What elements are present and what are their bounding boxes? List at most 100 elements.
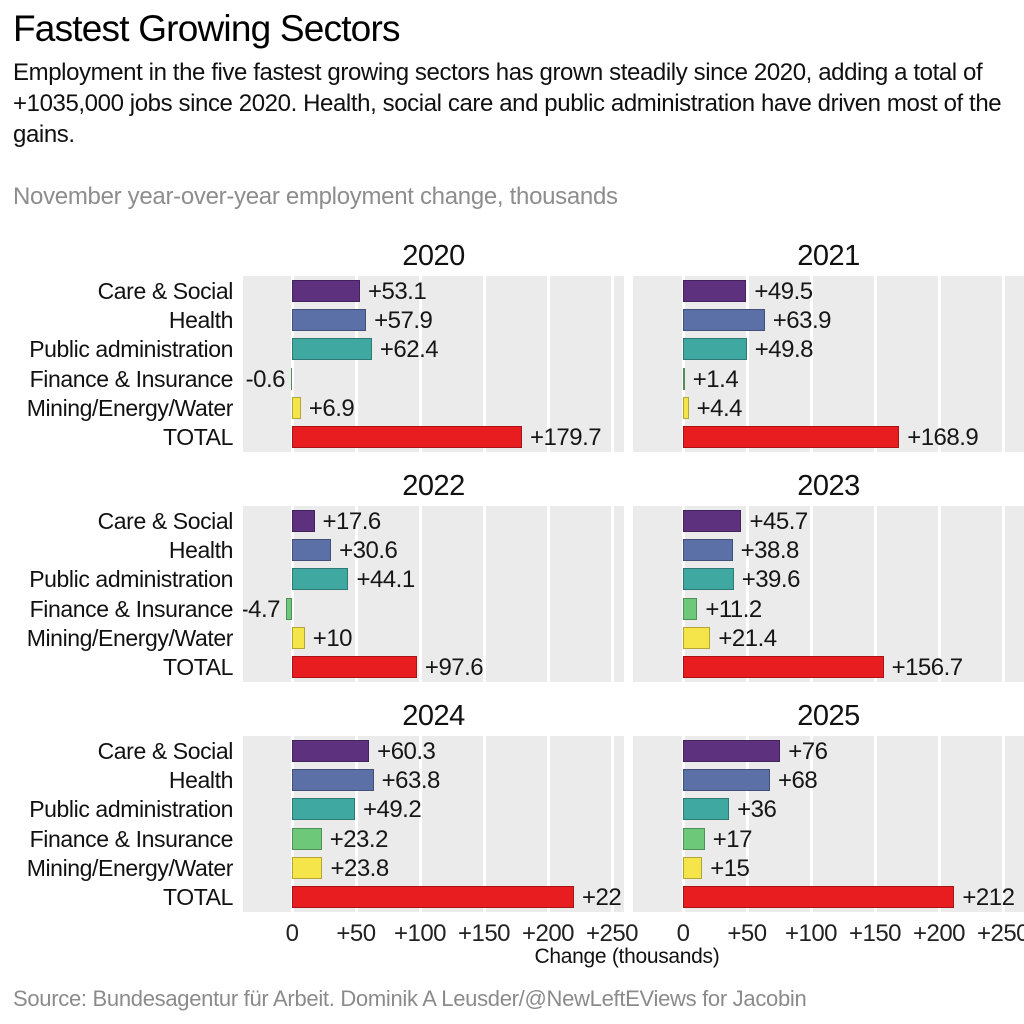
gridline-200	[546, 506, 550, 682]
bar-total	[683, 426, 900, 449]
panel-2021: +49.5 +63.9 +49.8 +1.4 +4.4 +168.9	[633, 276, 1024, 452]
bar-value-label-mining-energy-water: +15	[710, 855, 750, 882]
bar-total	[292, 426, 523, 449]
bar-care-social	[292, 509, 315, 532]
bar-mining-energy-water	[292, 857, 323, 879]
bar-value-label-care-social: +53.1	[367, 277, 427, 305]
bar-value-label-mining-energy-water: +4.4	[696, 395, 743, 422]
gridline-50	[745, 276, 749, 452]
gridline-100	[418, 506, 422, 682]
gridline-200	[937, 506, 941, 682]
bar-value-label-care-social: +49.5	[754, 277, 813, 305]
bar-value-label-health: +68	[778, 767, 818, 794]
bar-value-label-public-administration: +39.6	[741, 566, 801, 594]
bar-health	[683, 309, 765, 331]
bar-health	[292, 309, 367, 331]
gridline-100	[809, 736, 813, 912]
gridline-50	[354, 276, 358, 452]
bar-total	[683, 886, 955, 909]
gridline-150	[873, 276, 877, 452]
bar-finance-insurance	[291, 367, 292, 390]
category-label-public-administration: Public administration	[29, 336, 233, 363]
bar-mining-energy-water	[683, 397, 689, 419]
x-tick-200: +200	[521, 920, 575, 947]
x-tick-250: +250	[585, 920, 639, 947]
bar-finance-insurance	[292, 827, 322, 850]
gridline-100	[809, 276, 813, 452]
bar-public-administration	[292, 338, 372, 361]
x-axis-title: Change (thousands)	[534, 945, 720, 968]
category-label-health: Health	[168, 307, 233, 333]
gridline-0	[681, 736, 685, 912]
gridline-100	[418, 736, 422, 912]
bar-total	[292, 886, 574, 909]
bar-public-administration	[683, 798, 730, 821]
gridline-250	[1001, 506, 1005, 682]
category-label-mining-energy-water: Mining/Energy/Water	[26, 395, 234, 421]
bar-care-social	[683, 279, 747, 302]
bar-value-label-care-social: +60.3	[377, 737, 436, 765]
gridline-250	[1001, 276, 1005, 452]
category-label-health: Health	[168, 767, 233, 793]
bar-value-label-total: +179.7	[530, 424, 602, 452]
category-label-finance-insurance: Finance & Insurance	[29, 825, 234, 852]
gridline-200	[546, 276, 550, 452]
gridline-200	[937, 736, 941, 912]
x-tick-50: +50	[727, 920, 767, 947]
bar-value-label-public-administration: +49.2	[362, 796, 422, 824]
bar-value-label-health: +63.9	[772, 307, 832, 334]
bar-value-label-finance-insurance: +23.2	[329, 825, 389, 853]
bar-finance-insurance	[683, 597, 698, 620]
bar-value-label-total: +97.6	[424, 654, 484, 682]
x-tick-200: +200	[912, 920, 966, 947]
bar-value-label-public-administration: +36	[737, 796, 777, 824]
bar-value-label-public-administration: +44.1	[356, 566, 415, 594]
category-label-finance-insurance: Finance & Insurance	[29, 365, 234, 392]
bar-value-label-finance-insurance: +17	[712, 825, 753, 853]
source-credit: Source: Bundesagentur für Arbeit. Domini…	[13, 986, 807, 1011]
category-label-total: TOTAL	[163, 654, 233, 681]
gridline-150	[482, 506, 486, 682]
category-label-total: TOTAL	[163, 424, 233, 451]
gridline-150	[482, 736, 486, 912]
x-tick-0: 0	[676, 920, 690, 947]
gridline-50	[354, 506, 358, 682]
bar-value-label-mining-energy-water: +10	[312, 625, 353, 652]
gridline-0	[290, 506, 294, 682]
gridline-50	[745, 506, 749, 682]
panel-2023: +45.7 +38.8 +39.6 +11.2 +21.4 +156.7	[633, 506, 1024, 682]
x-tick-250: +250	[976, 920, 1024, 947]
bar-finance-insurance	[285, 597, 292, 620]
bar-mining-energy-water	[292, 397, 301, 419]
gridline-50	[354, 736, 358, 912]
category-label-care-social: Care & Social	[97, 737, 234, 764]
bar-value-label-finance-insurance: -4.7	[243, 595, 280, 623]
gridline-200	[546, 736, 550, 912]
panel-2020: +53.1 +57.9 +62.4 -0.6 +6.9 +179.7	[243, 276, 624, 452]
bar-value-label-health: +63.8	[381, 767, 441, 794]
bar-public-administration	[292, 798, 355, 821]
gridline-0	[290, 736, 294, 912]
bar-care-social	[683, 739, 781, 762]
gridline-250	[610, 506, 614, 682]
gridline-100	[809, 506, 813, 682]
x-tick-100: +100	[393, 920, 447, 947]
bar-total	[292, 656, 417, 679]
gridline-0	[681, 276, 685, 452]
category-label-health: Health	[168, 537, 233, 563]
bar-value-label-finance-insurance: +1.4	[692, 365, 739, 393]
x-tick-150: +150	[848, 920, 902, 947]
bar-value-label-care-social: +17.6	[322, 507, 382, 535]
x-tick-100: +100	[784, 920, 838, 947]
gridline-250	[610, 276, 614, 452]
bar-finance-insurance	[683, 827, 705, 850]
category-label-care-social: Care & Social	[97, 277, 234, 304]
bar-value-label-public-administration: +49.8	[754, 336, 814, 364]
category-label-total: TOTAL	[163, 884, 233, 911]
panel-2022: +17.6 +30.6 +44.1 -4.7 +10 +97.6	[243, 506, 624, 682]
bar-health	[683, 539, 733, 561]
panel-year-title-2025: 2025	[797, 700, 860, 732]
gridline-0	[290, 276, 294, 452]
bar-health	[683, 769, 771, 791]
